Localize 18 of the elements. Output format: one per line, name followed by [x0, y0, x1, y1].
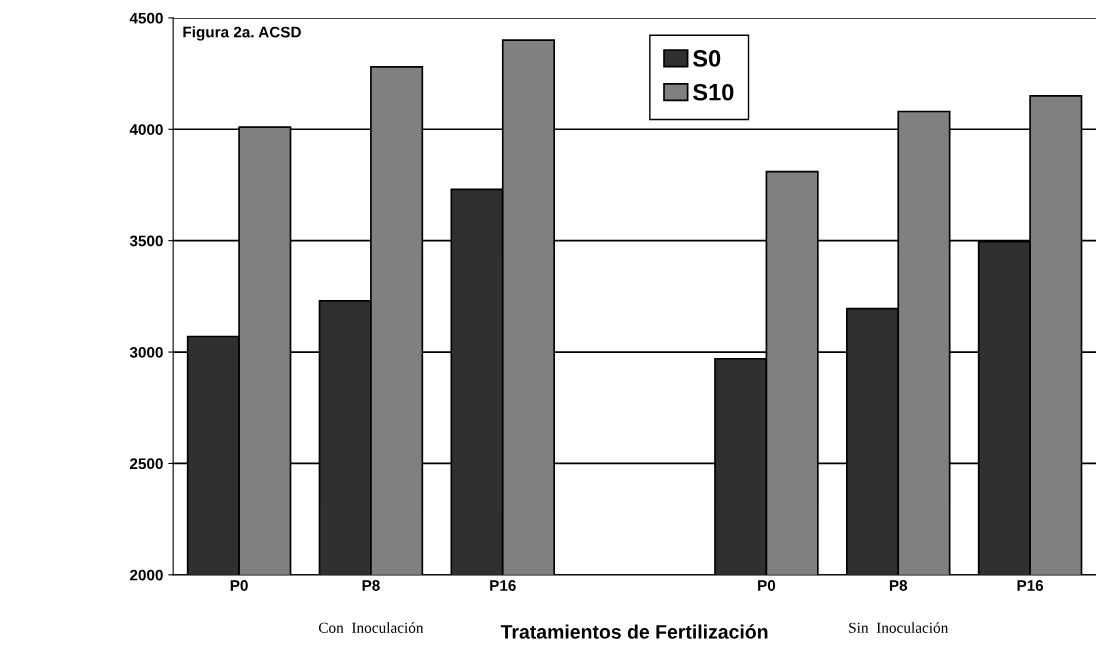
x-axis-title: Tratamientos de Fertilización	[500, 624, 768, 639]
y-tick-label: 2500	[129, 458, 163, 470]
x-tick-label: P16	[1017, 580, 1044, 591]
text: Figura 2a. ACSD	[183, 26, 301, 41]
x-tick-label: P8	[362, 580, 380, 591]
y-tick-label: 4000	[129, 124, 163, 135]
y-tick-label: 3500	[129, 235, 163, 247]
y-tick-label: 3000	[129, 346, 163, 358]
text: Sin Inoculación	[849, 622, 949, 633]
legend-label: S10	[693, 83, 734, 101]
legend-label: S0	[693, 50, 721, 67]
text: Con Inoculación	[318, 622, 424, 633]
x-tick-label: P0	[758, 580, 776, 591]
x-tick-label: P16	[490, 580, 516, 591]
y-tick-label: 2000	[129, 569, 163, 581]
x-tick-label: P8	[889, 580, 908, 591]
y-tick-label: 4500	[129, 12, 163, 24]
x-tick-label: P0	[230, 580, 248, 591]
